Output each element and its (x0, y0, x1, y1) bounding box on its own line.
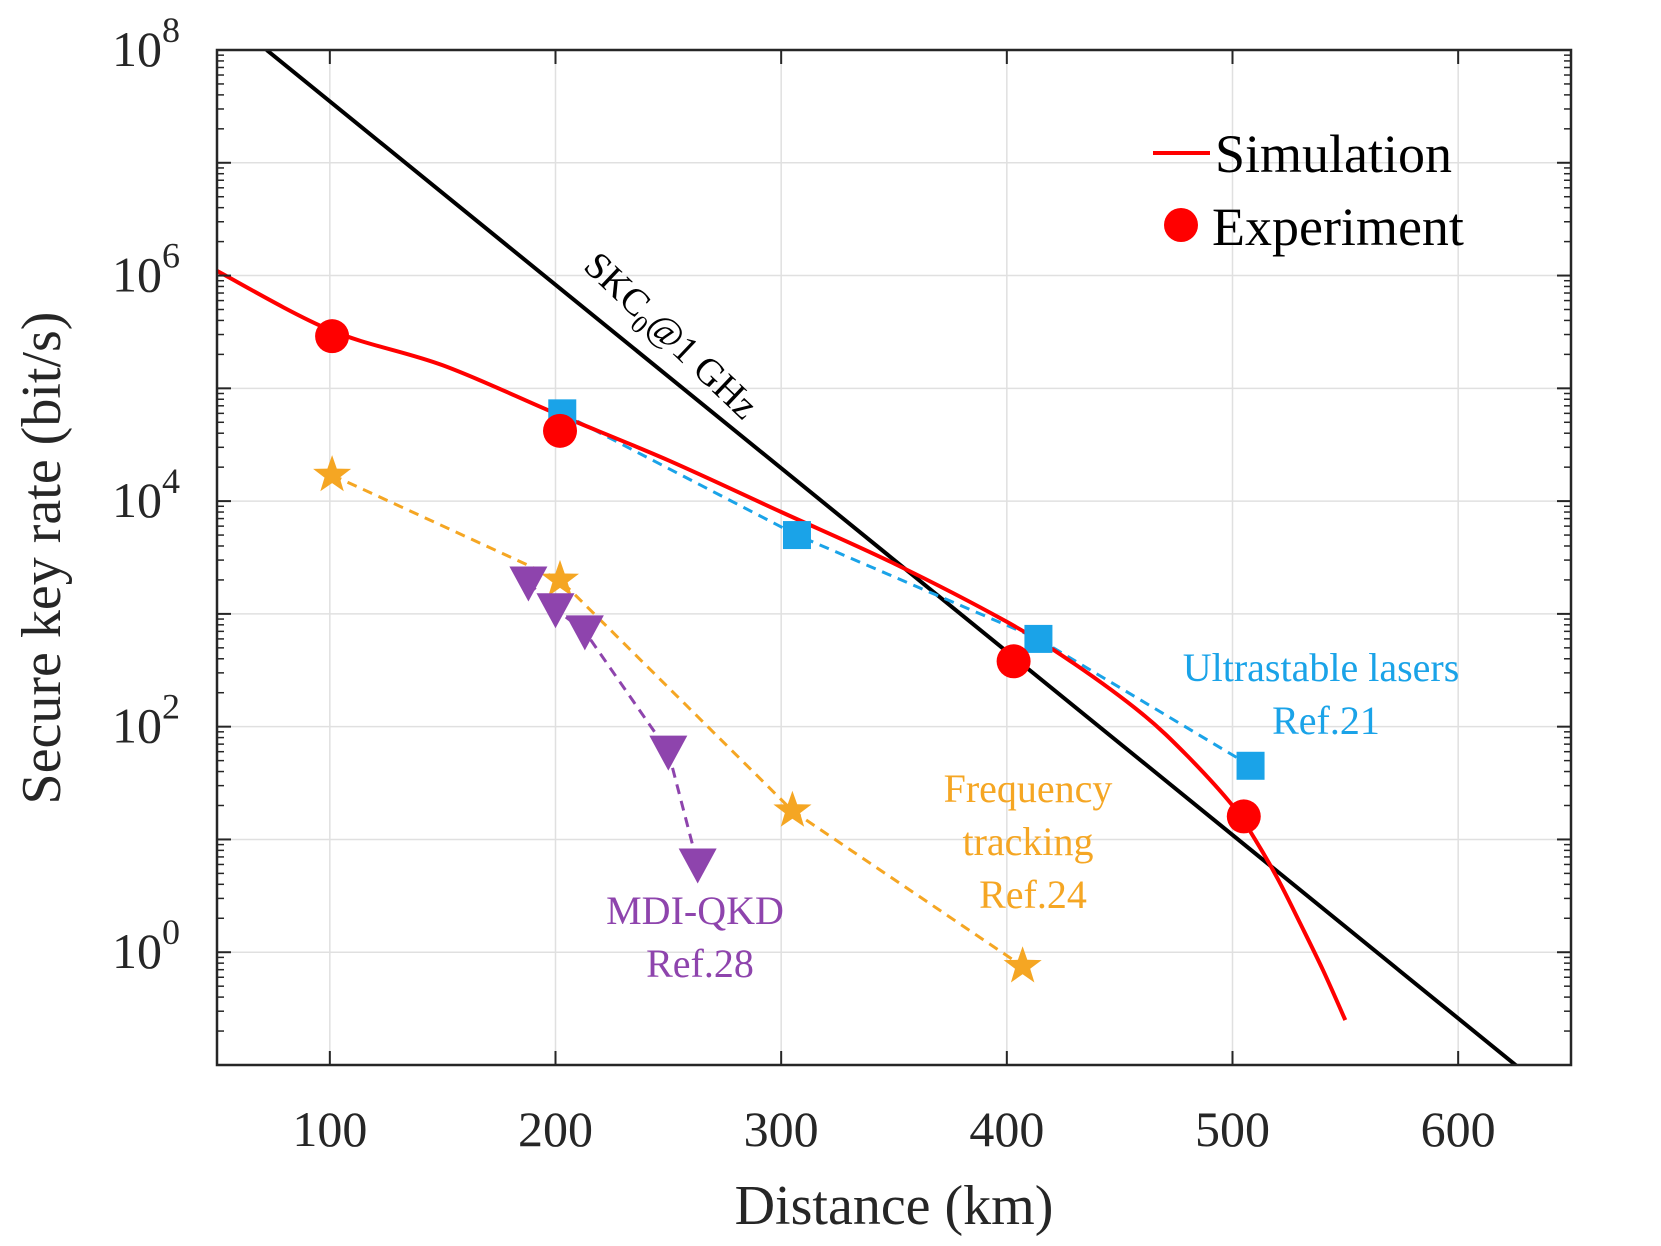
frequency-marker (773, 790, 812, 827)
annotation-ultrastable-line2: Ref.21 (1272, 698, 1380, 743)
mdi-marker (678, 848, 717, 884)
y-tick-label-0: 100 (112, 912, 180, 979)
y-tick-exponent: 4 (162, 461, 180, 501)
experiment-marker (543, 413, 578, 448)
y-tick-base: 10 (112, 247, 162, 303)
ultrastable-line (561, 412, 1252, 768)
experiment-marker (1226, 799, 1261, 834)
y-tick-exponent: 2 (162, 687, 180, 727)
y-tick-exponent: 0 (162, 912, 180, 952)
frequency-line (331, 473, 1024, 968)
x-tick-label-100: 100 (292, 1101, 367, 1157)
mdi-marker (536, 593, 575, 629)
y-tick-base: 10 (112, 21, 162, 77)
experiment-marker (315, 319, 350, 354)
annotation-frequency-line1: Frequency (944, 766, 1113, 811)
mdi-marker (649, 735, 688, 771)
ultrastable-marker (1236, 751, 1265, 780)
annotation-frequency: Frequency tracking Ref.24 (944, 766, 1123, 917)
annotation-mdi-line1: MDI-QKD (606, 888, 784, 933)
x-tick-label-300: 300 (744, 1101, 819, 1157)
y-tick-label-2: 102 (112, 687, 180, 754)
y-tick-exponent: 8 (162, 10, 180, 50)
x-tick-label-600: 600 (1421, 1101, 1496, 1157)
annotation-mdi-line2: Ref.28 (646, 941, 754, 986)
x-tick-label-200: 200 (518, 1101, 593, 1157)
legend-experiment-label: Experiment (1212, 197, 1464, 257)
annotation-frequency-line3: Ref.24 (979, 872, 1087, 917)
frequency-marker (541, 559, 579, 597)
legend-simulation-label: Simulation (1215, 124, 1452, 184)
y-tick-label-4: 104 (112, 461, 180, 528)
experiment-marker (996, 644, 1031, 679)
annotation-frequency-line2: tracking (962, 819, 1093, 864)
y-tick-exponent: 6 (162, 236, 180, 276)
y-tick-label-8: 108 (112, 10, 180, 77)
mdi-marker (509, 566, 548, 602)
x-axis-label: Distance (km) (735, 1175, 1054, 1237)
simulation-line (217, 269, 1348, 1021)
y-tick-base: 10 (112, 923, 162, 979)
legend-experiment-swatch (1164, 208, 1198, 242)
series-layer (217, 50, 1519, 1065)
ultrastable-marker (1024, 624, 1053, 653)
annotation-ultrastable: Ultrastable lasers Ref.21 (1183, 645, 1470, 743)
x-tick-label-400: 400 (969, 1101, 1044, 1157)
plot-frame (215, 48, 1573, 1067)
legend: Simulation Experiment (1153, 124, 1464, 257)
y-tick-base: 10 (112, 698, 162, 754)
axes (215, 48, 1573, 1067)
frequency-marker (313, 455, 352, 492)
marker-layer (313, 319, 1265, 983)
grid (217, 49, 1571, 1066)
y-tick-label-6: 106 (112, 236, 180, 303)
skc-label: SKC0@1 GHz (571, 244, 766, 432)
y-tick-base: 10 (112, 472, 162, 528)
annotation-ultrastable-line1: Ultrastable lasers (1183, 645, 1460, 690)
ultrastable-marker (782, 521, 811, 550)
frequency-marker (1003, 946, 1042, 983)
x-tick-labels: 100 200 300 400 500 600 (292, 1101, 1495, 1157)
mdi-marker (565, 615, 604, 651)
y-axis-label: Secure key rate (bit/s) (11, 312, 73, 805)
annotation-mdi: MDI-QKD Ref.28 (606, 888, 794, 986)
x-tick-label-500: 500 (1195, 1101, 1270, 1157)
